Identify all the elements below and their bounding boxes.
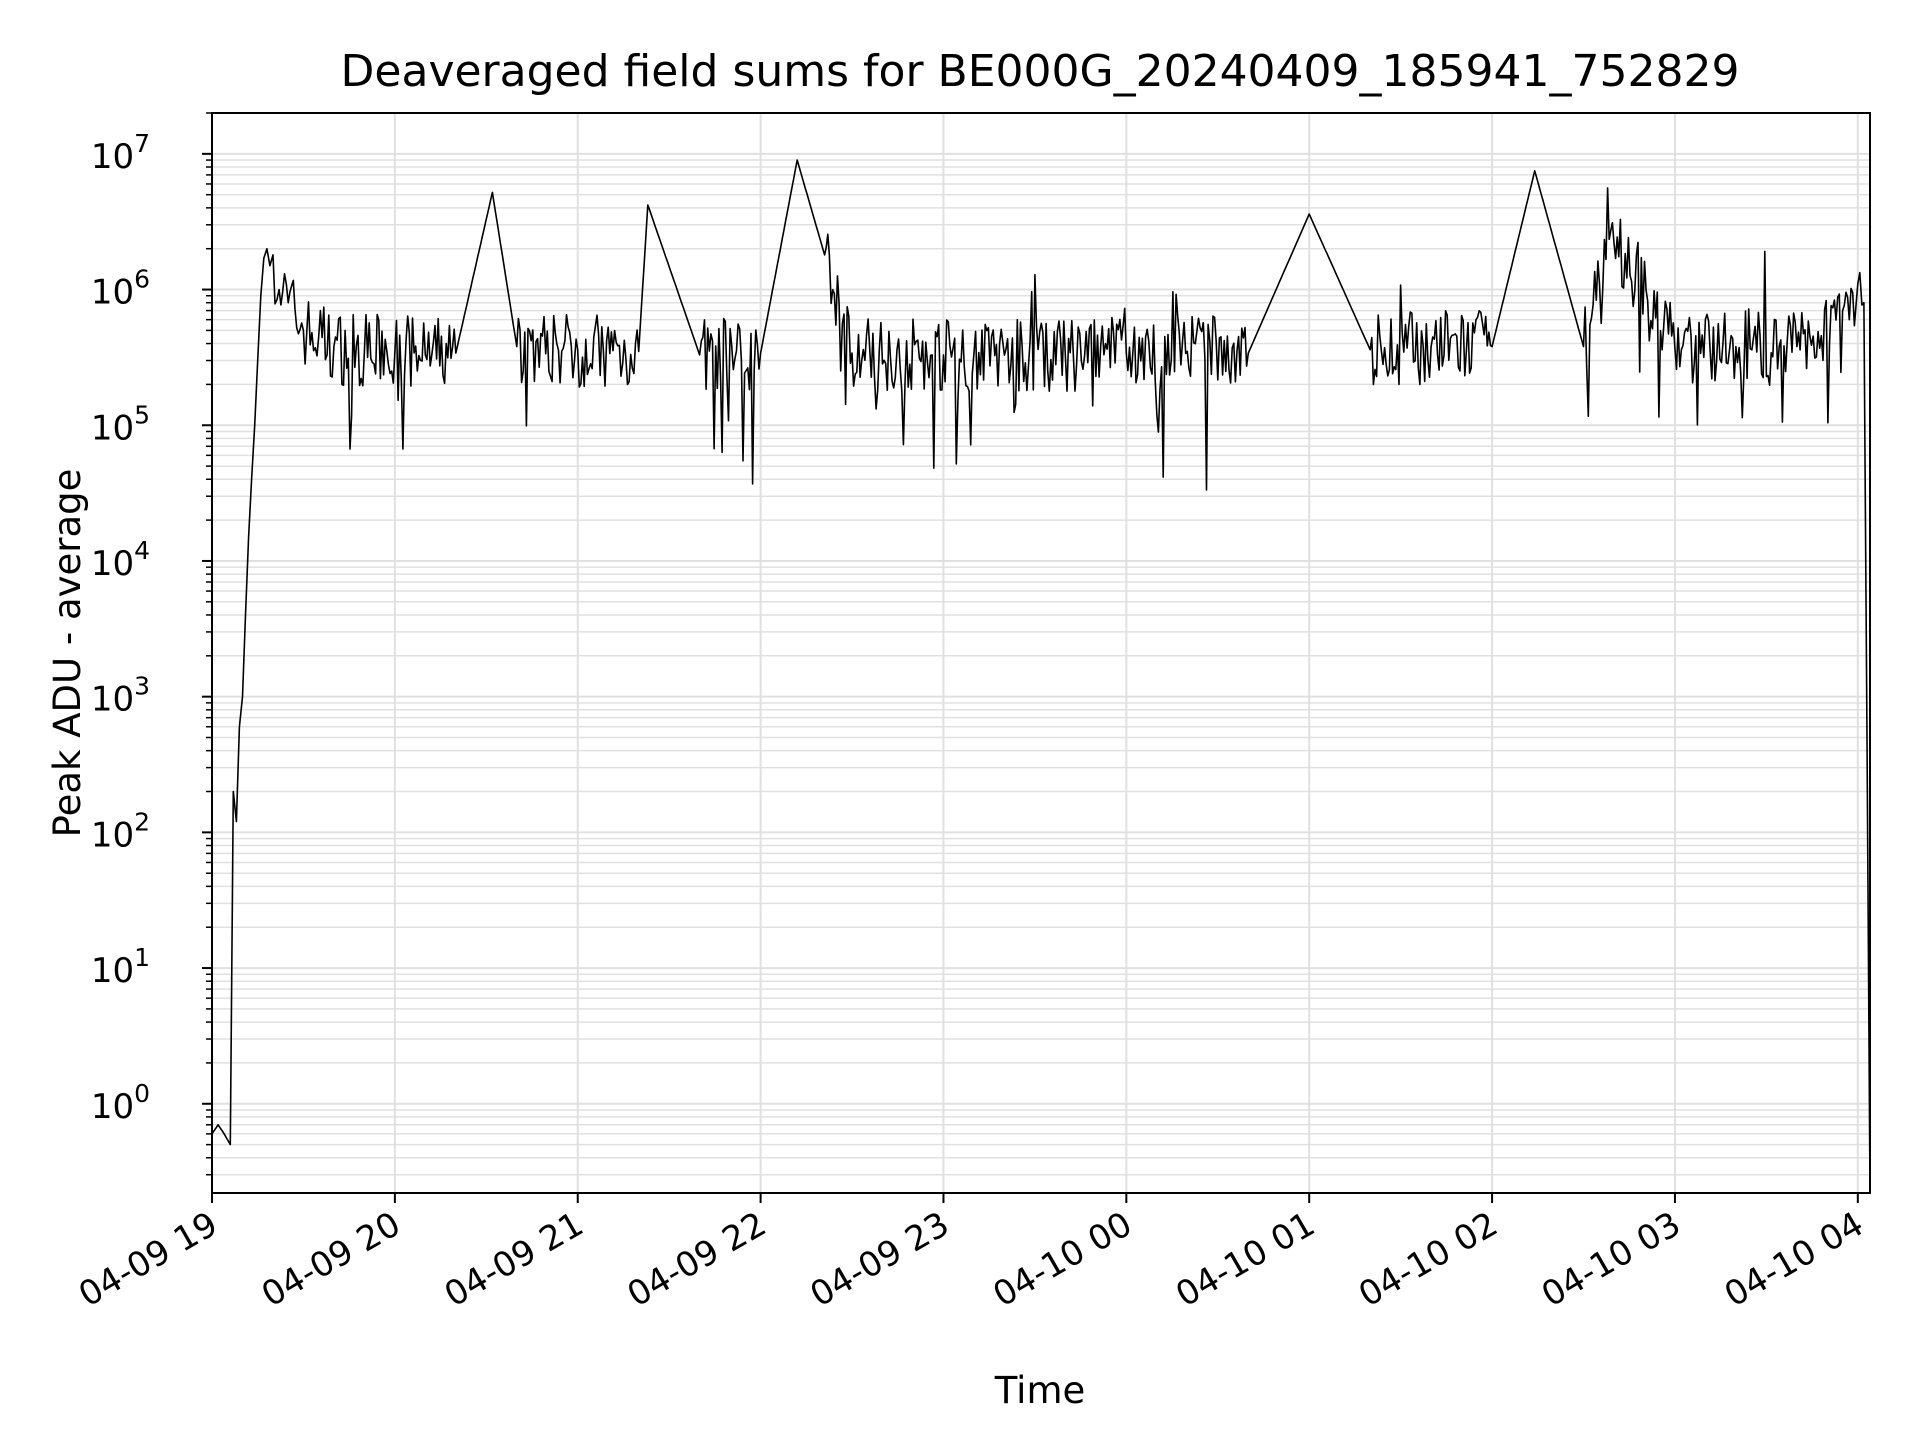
y-tick-label: 107	[91, 129, 150, 177]
y-tick-label: 102	[91, 807, 150, 855]
y-tick-label: 104	[91, 536, 150, 584]
y-tick-label: 106	[91, 265, 150, 313]
y-axis-label: Peak ADU - average	[46, 469, 89, 838]
chart-title: Deaveraged field sums for BE000G_2024040…	[341, 46, 1740, 97]
plot-frame	[211, 112, 1871, 1194]
y-tick-label: 103	[91, 672, 150, 720]
y-tick-label: 100	[91, 1079, 150, 1127]
y-axis: 100 101 102 103 104 105 106 107	[91, 112, 212, 1176]
x-axis-label: Time	[994, 1369, 1086, 1412]
y-tick-label: 105	[91, 400, 150, 448]
y-tick-label: 101	[91, 943, 150, 991]
series-layer	[211, 159, 1871, 1194]
series-line	[211, 159, 1871, 1194]
